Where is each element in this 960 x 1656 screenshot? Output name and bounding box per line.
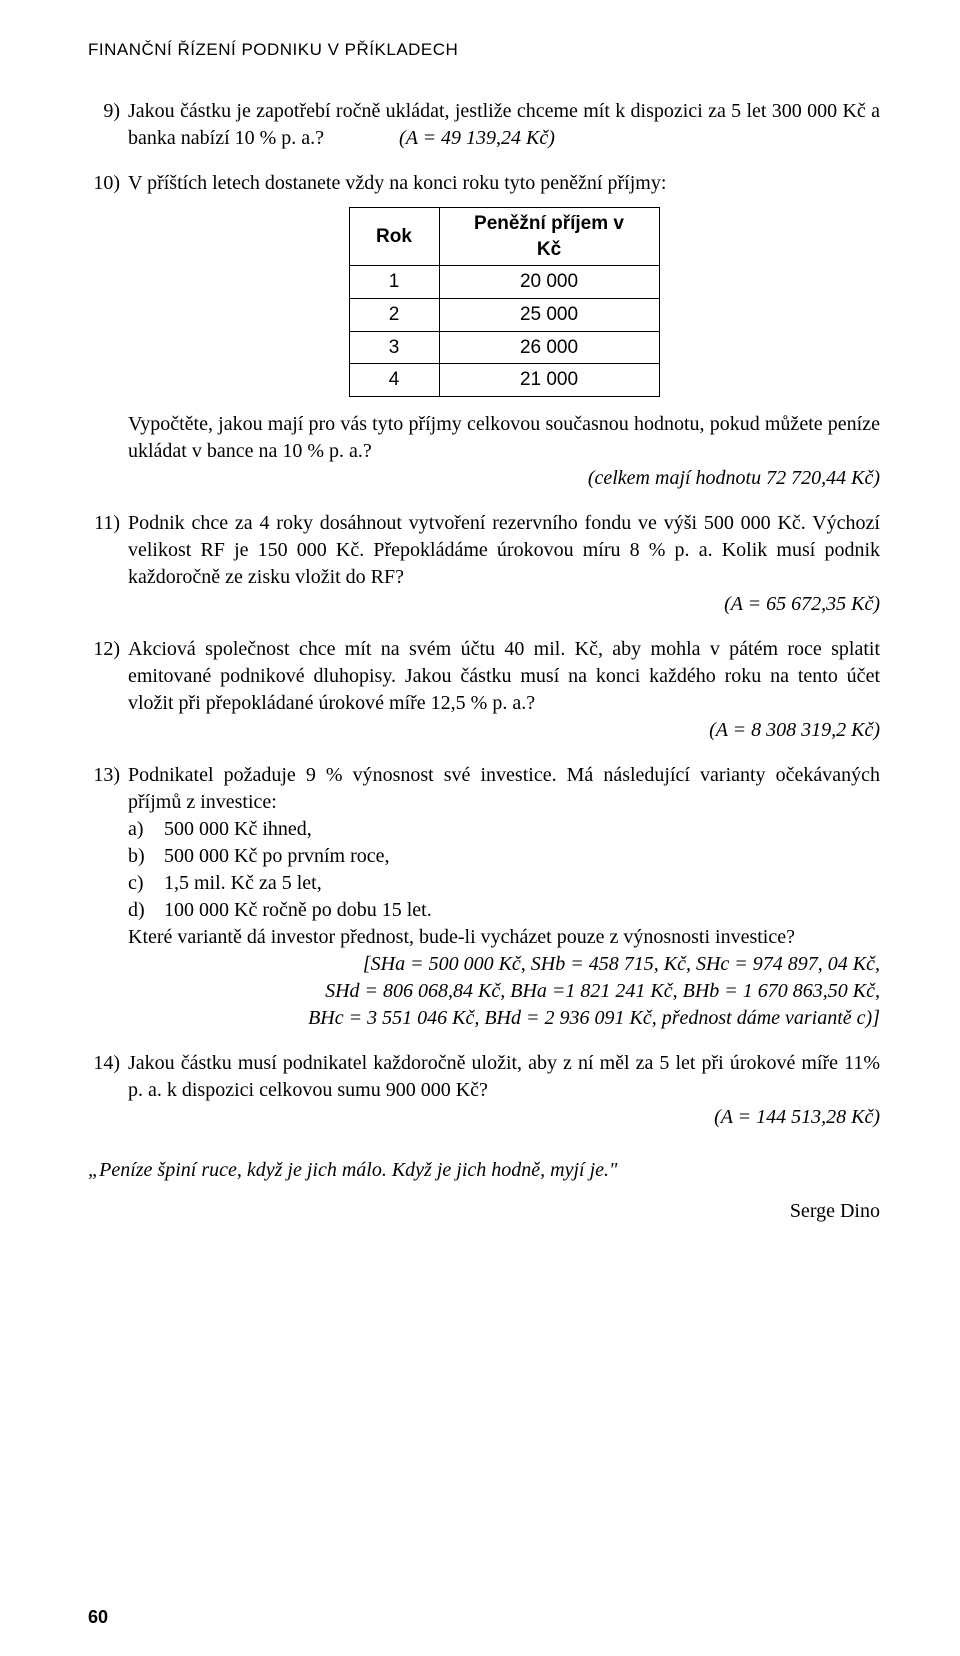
cell: 1 (349, 266, 439, 299)
letter: d) (128, 897, 164, 924)
q9-body: Jakou částku je zapotřebí ročně ukládat,… (128, 98, 880, 152)
q13-number: 13) (88, 762, 128, 1032)
cell: 20 000 (439, 266, 659, 299)
cell: 3 (349, 331, 439, 364)
content-body: 9) Jakou částku je zapotřebí ročně uklád… (88, 98, 880, 1225)
cell: 25 000 (439, 298, 659, 331)
q11-number: 11) (88, 510, 128, 618)
th-rok: Rok (349, 208, 439, 266)
q10-answer: (celkem mají hodnotu 72 720,44 Kč) (128, 465, 880, 492)
question-14: 14) Jakou částku musí podnikatel každoro… (88, 1050, 880, 1131)
table-header-row: Rok Peněžní příjem v Kč (349, 208, 659, 266)
page-header: FINANČNÍ ŘÍZENÍ PODNIKU V PŘÍKLADECH (88, 40, 880, 60)
q13-body: Podnikatel požaduje 9 % výnosnost své in… (128, 762, 880, 1032)
page-number: 60 (88, 1607, 108, 1628)
q9-number: 9) (88, 98, 128, 152)
q13-item-b: b)500 000 Kč po prvním roce, (128, 843, 880, 870)
q13-answer: [SHa = 500 000 Kč, SHb = 458 715, Kč, SH… (128, 951, 880, 1032)
question-12: 12) Akciová společnost chce mít na svém … (88, 636, 880, 744)
q13-text2: Které variantě dá investor přednost, bud… (128, 924, 880, 951)
q10-table: Rok Peněžní příjem v Kč 120 000 225 000 … (349, 207, 660, 397)
q14-answer: (A = 144 513,28 Kč) (128, 1104, 880, 1131)
q9-spacer (329, 127, 394, 149)
sub-text: 500 000 Kč po prvním roce, (164, 843, 390, 870)
table-row: 326 000 (349, 331, 659, 364)
q9-answer: (A = 49 139,24 Kč) (399, 127, 555, 149)
sub-text: 1,5 mil. Kč za 5 let, (164, 870, 322, 897)
cell: 4 (349, 364, 439, 397)
q14-text: Jakou částku musí podnikatel každoročně … (128, 1052, 880, 1101)
quote-author: Serge Dino (88, 1198, 880, 1225)
th-prijem: Peněžní příjem v Kč (439, 208, 659, 266)
q13-ans-l2: SHd = 806 068,84 Kč, BHa =1 821 241 Kč, … (128, 978, 880, 1005)
table-row: 225 000 (349, 298, 659, 331)
question-11: 11) Podnik chce za 4 roky dosáhnout vytv… (88, 510, 880, 618)
sub-text: 500 000 Kč ihned, (164, 816, 312, 843)
letter: a) (128, 816, 164, 843)
sub-text: 100 000 Kč ročně po dobu 15 let. (164, 897, 432, 924)
q12-text: Akciová společnost chce mít na svém účtu… (128, 638, 880, 714)
q10-text2: Vypočtěte, jakou mají pro vás tyto příjm… (128, 411, 880, 465)
q10-number: 10) (88, 170, 128, 492)
q10-body: V příštích letech dostanete vždy na konc… (128, 170, 880, 492)
q13-item-d: d)100 000 Kč ročně po dobu 15 let. (128, 897, 880, 924)
cell: 2 (349, 298, 439, 331)
cell: 21 000 (439, 364, 659, 397)
q14-body: Jakou částku musí podnikatel každoročně … (128, 1050, 880, 1131)
cell: 26 000 (439, 331, 659, 364)
q11-answer: (A = 65 672,35 Kč) (128, 591, 880, 618)
letter: c) (128, 870, 164, 897)
q10-intro: V příštích letech dostanete vždy na konc… (128, 170, 880, 197)
q12-number: 12) (88, 636, 128, 744)
q14-number: 14) (88, 1050, 128, 1131)
closing-quote: „Peníze špiní ruce, když je jich málo. K… (88, 1157, 880, 1184)
q11-text: Podnik chce za 4 roky dosáhnout vytvořen… (128, 512, 880, 588)
q12-body: Akciová společnost chce mít na svém účtu… (128, 636, 880, 744)
question-10: 10) V příštích letech dostanete vždy na … (88, 170, 880, 492)
q13-ans-l1: [SHa = 500 000 Kč, SHb = 458 715, Kč, SH… (128, 951, 880, 978)
q13-intro: Podnikatel požaduje 9 % výnosnost své in… (128, 762, 880, 816)
q11-body: Podnik chce za 4 roky dosáhnout vytvořen… (128, 510, 880, 618)
letter: b) (128, 843, 164, 870)
q13-item-a: a)500 000 Kč ihned, (128, 816, 880, 843)
question-9: 9) Jakou částku je zapotřebí ročně uklád… (88, 98, 880, 152)
q13-ans-l3: BHc = 3 551 046 Kč, BHd = 2 936 091 Kč, … (128, 1005, 880, 1032)
table-row: 120 000 (349, 266, 659, 299)
q13-sublist: a)500 000 Kč ihned, b)500 000 Kč po prvn… (128, 816, 880, 924)
q12-answer: (A = 8 308 319,2 Kč) (128, 717, 880, 744)
question-13: 13) Podnikatel požaduje 9 % výnosnost sv… (88, 762, 880, 1032)
table-row: 421 000 (349, 364, 659, 397)
q13-item-c: c)1,5 mil. Kč za 5 let, (128, 870, 880, 897)
